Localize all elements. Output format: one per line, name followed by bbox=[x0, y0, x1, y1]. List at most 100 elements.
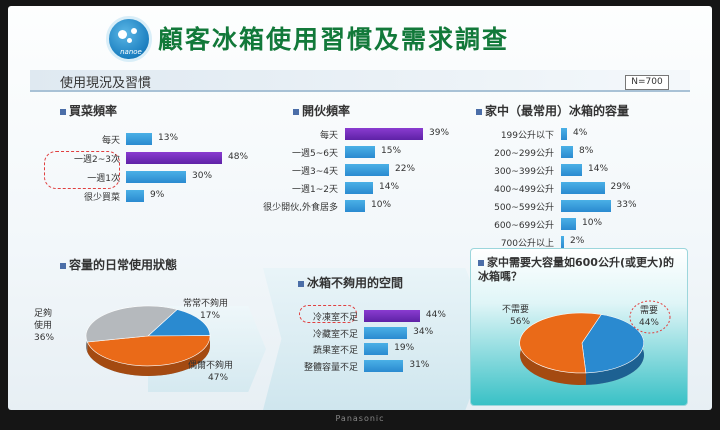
bar-category-label: 整體容量不足 bbox=[303, 362, 358, 373]
bar bbox=[345, 164, 389, 176]
bar bbox=[345, 200, 365, 212]
bar bbox=[561, 218, 576, 230]
bar-value-label: 19% bbox=[394, 343, 415, 353]
sample-size-badge: N=700 bbox=[625, 75, 669, 90]
pie-chart-need-large: 不需要 56% 需要 44% bbox=[502, 300, 671, 385]
bar bbox=[364, 343, 389, 355]
pie-label: 足夠 bbox=[34, 307, 52, 319]
bar-category-label: 400~499公升 bbox=[494, 185, 554, 195]
bar-value-label: 9% bbox=[150, 190, 165, 200]
bar-value-label: 30% bbox=[192, 171, 213, 181]
pie-slice bbox=[86, 335, 211, 367]
bar bbox=[126, 190, 144, 202]
pie-label: 使用 bbox=[34, 319, 52, 331]
bar-category-label: 蔬果室不足 bbox=[312, 346, 358, 356]
chart-title-insufficient: 冰箱不夠用的空間 bbox=[298, 274, 403, 291]
pie-slice bbox=[85, 305, 178, 343]
section-header: 使用現況及習慣 bbox=[30, 70, 690, 92]
bar-value-label: 22% bbox=[395, 164, 416, 174]
chart-title-cooking: 開伙頻率 bbox=[293, 102, 350, 119]
bar-value-label: 31% bbox=[409, 359, 430, 370]
pie-label: 常常不夠用 bbox=[183, 297, 228, 309]
bar-category-label: 600~699公升 bbox=[494, 221, 554, 231]
bar-value-label: 10% bbox=[582, 218, 603, 228]
bar bbox=[345, 182, 373, 194]
pie-label: 不需要 bbox=[502, 304, 529, 315]
bar-category-label: 冷藏室不足 bbox=[312, 329, 358, 340]
pie-slice-side bbox=[87, 335, 210, 376]
bar bbox=[126, 171, 186, 183]
bar-value-label: 14% bbox=[379, 182, 400, 192]
chart-title-shopping: 買菜頻率 bbox=[60, 102, 117, 119]
bar-value-label: 48% bbox=[228, 152, 249, 162]
section-title: 使用現況及習慣 bbox=[60, 76, 152, 91]
bar-category-label: 199公升以下 bbox=[500, 131, 554, 141]
bar-value-label: 29% bbox=[610, 182, 631, 192]
bar-value-label: 33% bbox=[616, 200, 637, 210]
bar bbox=[345, 128, 423, 140]
bar bbox=[561, 200, 611, 212]
bullet-square-icon bbox=[293, 108, 299, 115]
pie-slice bbox=[519, 312, 602, 374]
arrow-panel bbox=[263, 268, 493, 410]
pie-label: 需要 bbox=[640, 305, 658, 316]
bar-category-label: 一週1次 bbox=[87, 174, 120, 184]
presentation-slide: nanoe 顧客冰箱使用習慣及需求調查 使用現況及習慣 N=700 買菜頻率 開… bbox=[8, 6, 712, 410]
pie-slice bbox=[147, 309, 211, 337]
monitor-brand-label: Panasonic bbox=[335, 414, 385, 423]
bar bbox=[561, 128, 567, 140]
bar-category-label: 一週5~6天 bbox=[292, 149, 338, 159]
bar bbox=[561, 182, 605, 194]
bar-value-label: 8% bbox=[579, 146, 594, 156]
bar-category-label: 一週1~2天 bbox=[292, 185, 338, 195]
bar-value-label: 4% bbox=[573, 128, 588, 138]
bar bbox=[561, 146, 573, 158]
bar-category-label: 很少買菜 bbox=[83, 193, 120, 203]
bar-value-label: 13% bbox=[158, 133, 179, 143]
bullet-square-icon bbox=[298, 280, 304, 287]
bar-value-label: 10% bbox=[371, 200, 392, 210]
bar-value-label: 34% bbox=[413, 326, 434, 337]
bar-category-label: 500~599公升 bbox=[494, 203, 554, 213]
bar bbox=[345, 146, 375, 158]
bullet-square-icon bbox=[478, 260, 484, 266]
highlight-ring bbox=[299, 305, 357, 323]
bar-value-label: 44% bbox=[425, 310, 446, 320]
bar bbox=[561, 164, 582, 176]
bullet-square-icon bbox=[476, 108, 482, 115]
bar-value-label: 39% bbox=[429, 128, 450, 138]
page-title: 顧客冰箱使用習慣及需求調查 bbox=[158, 25, 510, 54]
chart-title-need-large: 家中需要大容量如600公升(或更大)的冰箱嗎？ bbox=[478, 256, 675, 283]
bar-value-label: 15% bbox=[381, 146, 402, 156]
bar-value-label: 2% bbox=[570, 236, 585, 246]
chart-title-capacity: 家中（最常用）冰箱的容量 bbox=[476, 102, 629, 119]
bar-category-label: 300~399公升 bbox=[494, 167, 554, 177]
highlight-ring bbox=[44, 151, 120, 189]
bar-category-label: 700公升以上 bbox=[500, 239, 554, 249]
bar bbox=[364, 359, 404, 372]
pie-label: 偶爾不夠用 bbox=[188, 359, 233, 371]
bar-category-label: 200~299公升 bbox=[494, 149, 554, 159]
bar-category-label: 很少開伙,外食居多 bbox=[263, 203, 338, 213]
bullet-square-icon bbox=[60, 108, 66, 115]
bar-category-label: 每天 bbox=[319, 131, 338, 141]
pie-label: 47% bbox=[208, 373, 228, 383]
pie-label: 56% bbox=[510, 317, 530, 327]
pie-label: 44% bbox=[639, 318, 659, 328]
bar-category-label: 一週3~4天 bbox=[292, 167, 338, 177]
pie-label: 36% bbox=[34, 333, 54, 343]
bar-category-label: 每天 bbox=[101, 136, 120, 146]
highlight-ring bbox=[629, 300, 671, 334]
bar-category-label: 冷凍室不足 bbox=[312, 313, 358, 323]
chart-title-daily-usage: 容量的日常使用狀態 bbox=[60, 256, 177, 273]
pie-slice bbox=[581, 314, 644, 374]
bar bbox=[561, 236, 564, 248]
bar bbox=[126, 133, 152, 145]
bar bbox=[364, 310, 420, 322]
pie-label: 17% bbox=[200, 311, 220, 321]
bar bbox=[126, 152, 222, 164]
bar bbox=[364, 326, 408, 339]
bar-category-label: 一週2~3次 bbox=[74, 155, 120, 165]
nanoe-logo: nanoe bbox=[106, 16, 152, 62]
